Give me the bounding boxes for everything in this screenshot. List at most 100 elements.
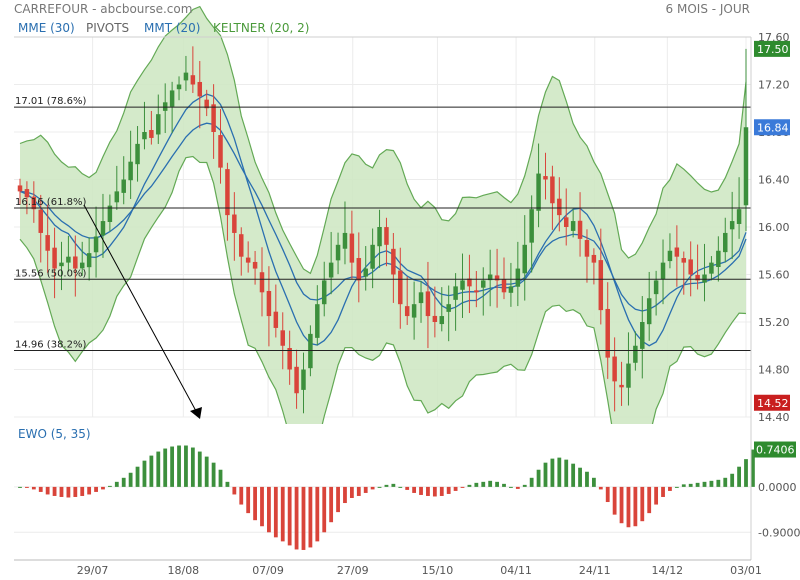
ewo-bar: [364, 487, 368, 493]
ewo-bar: [170, 447, 174, 487]
candle: [716, 251, 720, 267]
ewo-bar: [730, 474, 734, 487]
x-tick-label: 03/01: [730, 564, 762, 577]
ewo-bar: [385, 485, 389, 487]
period-label: 6 MOIS - JOUR: [666, 2, 750, 16]
candle: [668, 251, 672, 261]
candle: [218, 135, 222, 168]
candle: [661, 263, 665, 280]
candle: [350, 234, 354, 263]
ewo-bar: [419, 487, 423, 495]
indicator-pivots[interactable]: PIVOTS: [86, 21, 129, 35]
ewo-bar: [267, 487, 271, 532]
ewo-bar: [198, 452, 202, 487]
pivot-label: 16.16 (61.8%): [15, 197, 86, 208]
ewo-bar: [184, 446, 188, 487]
price-tag-label: 17.50: [757, 43, 789, 56]
ewo-bar: [371, 487, 375, 490]
candle: [688, 259, 692, 274]
ewo-bar: [87, 487, 91, 495]
ewo-y-tick-label: 0.0000: [758, 481, 797, 494]
candle: [329, 263, 333, 278]
y-tick-label: 15.20: [758, 316, 790, 329]
candle: [405, 306, 409, 316]
x-tick-label: 29/07: [77, 564, 109, 577]
candle: [675, 248, 679, 257]
x-tick-label: 27/09: [337, 564, 369, 577]
ewo-bar: [129, 473, 133, 487]
candle: [121, 180, 125, 193]
candle: [343, 233, 347, 249]
candle: [128, 162, 132, 181]
ewo-bar: [405, 487, 409, 490]
candle: [426, 291, 430, 316]
candle: [94, 237, 98, 253]
ewo-bar: [18, 487, 22, 488]
candle: [377, 227, 381, 246]
candle: [191, 75, 195, 84]
ewo-bar: [39, 487, 43, 492]
ewo-bar: [737, 467, 741, 487]
candle: [115, 191, 119, 202]
ewo-bar: [226, 482, 230, 487]
ewo-bar: [627, 487, 631, 527]
ewo-bar: [25, 487, 29, 488]
candle: [723, 233, 727, 252]
ewo-bar: [246, 487, 250, 513]
x-tick-label: 18/08: [167, 564, 199, 577]
candle: [619, 385, 623, 387]
x-tick-label: 04/11: [500, 564, 532, 577]
ewo-bar: [654, 487, 658, 505]
ewo-bar: [716, 480, 720, 487]
ewo-bar: [696, 483, 700, 487]
ewo-bar: [191, 448, 195, 487]
ewo-bar: [488, 481, 492, 487]
x-tick-label: 07/09: [252, 564, 284, 577]
candle: [529, 209, 533, 242]
candle: [177, 85, 181, 90]
ewo-bar: [647, 487, 651, 513]
ewo-bar: [136, 467, 140, 487]
ewo-bar: [723, 478, 727, 487]
candle: [543, 176, 547, 179]
candle: [301, 370, 305, 390]
ewo-bar: [668, 487, 672, 491]
ewo-bar: [143, 461, 147, 487]
ewo-bar: [682, 484, 686, 487]
ewo-bar: [281, 487, 285, 541]
ewo-bar: [474, 483, 478, 487]
ewo-bar: [66, 487, 70, 498]
ewo-bar: [703, 482, 707, 487]
indicator-keltner[interactable]: KELTNER (20, 2): [213, 21, 309, 35]
ewo-bar: [661, 487, 665, 497]
candle: [564, 217, 568, 227]
candle: [391, 249, 395, 275]
y-tick-label: 14.40: [758, 411, 790, 424]
y-tick-label: 16.00: [758, 221, 790, 234]
candle: [516, 269, 520, 287]
candle: [626, 364, 630, 388]
candle: [481, 280, 485, 287]
candle: [363, 269, 367, 277]
ewo-bar: [530, 478, 534, 487]
ewo-bar: [32, 487, 36, 490]
ewo-tag-label: 0.7406: [756, 444, 795, 457]
candle: [654, 280, 658, 294]
candle: [433, 316, 437, 322]
indicator-mmt[interactable]: MMT (20): [144, 21, 200, 35]
candle: [18, 185, 22, 191]
ewo-bar: [578, 468, 582, 487]
candle: [557, 199, 561, 215]
ewo-bar: [633, 487, 637, 526]
candle: [267, 291, 271, 316]
indicator-mme[interactable]: MME (30): [18, 21, 75, 35]
ewo-bar: [585, 472, 589, 487]
ewo-bar: [537, 470, 541, 487]
candle: [322, 280, 326, 304]
ewo-bar: [177, 446, 181, 487]
ewo-bar: [288, 487, 292, 546]
x-tick-label: 24/11: [579, 564, 611, 577]
ewo-bar: [336, 487, 340, 512]
candle: [211, 104, 215, 132]
y-tick-label: 16.40: [758, 174, 790, 187]
